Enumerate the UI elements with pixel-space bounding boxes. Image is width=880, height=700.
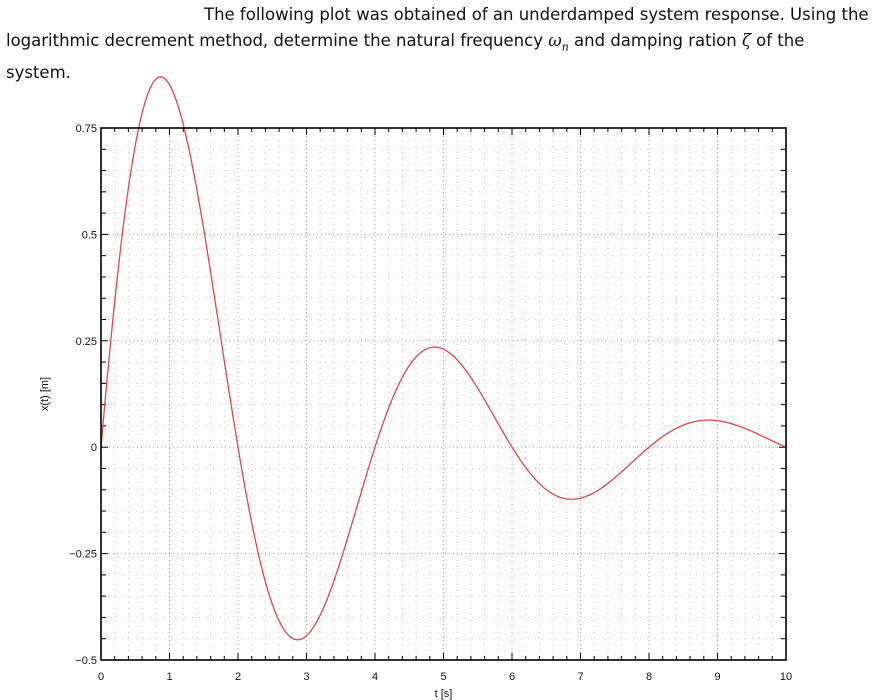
y-tick-label: 0.25 <box>76 336 97 348</box>
x-axis-label: t [s] <box>435 688 453 700</box>
y-tick-label: −0.5 <box>75 655 97 667</box>
x-tick-label: 7 <box>577 671 583 683</box>
y-axis-label: x(t) [m] <box>39 377 51 411</box>
problem-line-3: system. <box>6 63 71 83</box>
x-tick-label: 6 <box>509 671 515 683</box>
x-tick-label: 8 <box>646 671 652 683</box>
tick-labels: 0 1 2 3 4 5 6 7 8 9 10 −0.5 −0.25 0 0.25 0.5 0.75 <box>69 123 792 683</box>
problem-text: logarithmic decrement method, determine … <box>6 31 549 50</box>
x-tick-label: 5 <box>440 671 446 683</box>
y-tick-label: 0 <box>91 442 97 454</box>
problem-text: of the <box>750 31 805 50</box>
x-tick-label: 1 <box>166 671 172 683</box>
y-tick-label: 0.5 <box>82 229 97 241</box>
y-tick-label: −0.25 <box>69 549 97 561</box>
problem-text: and damping ration <box>568 31 742 50</box>
plot-frame <box>100 127 787 661</box>
x-tick-label: 2 <box>235 671 241 683</box>
plot-grid <box>101 128 786 660</box>
x-tick-label: 0 <box>98 671 104 683</box>
x-tick-label: 10 <box>780 671 792 683</box>
zeta-symbol: ζ <box>741 31 751 50</box>
y-tick-label: 0.75 <box>76 123 97 135</box>
x-tick-label: 3 <box>303 671 309 683</box>
problem-line-2: logarithmic decrement method, determine … <box>6 28 878 60</box>
problem-statement: The following plot was obtained of an un… <box>6 2 878 86</box>
response-curve <box>100 76 787 641</box>
omega-n-symbol: ωn <box>548 31 569 54</box>
problem-line-1: The following plot was obtained of an un… <box>204 5 869 24</box>
x-tick-label: 4 <box>372 671 378 683</box>
x-tick-label: 9 <box>714 671 720 683</box>
